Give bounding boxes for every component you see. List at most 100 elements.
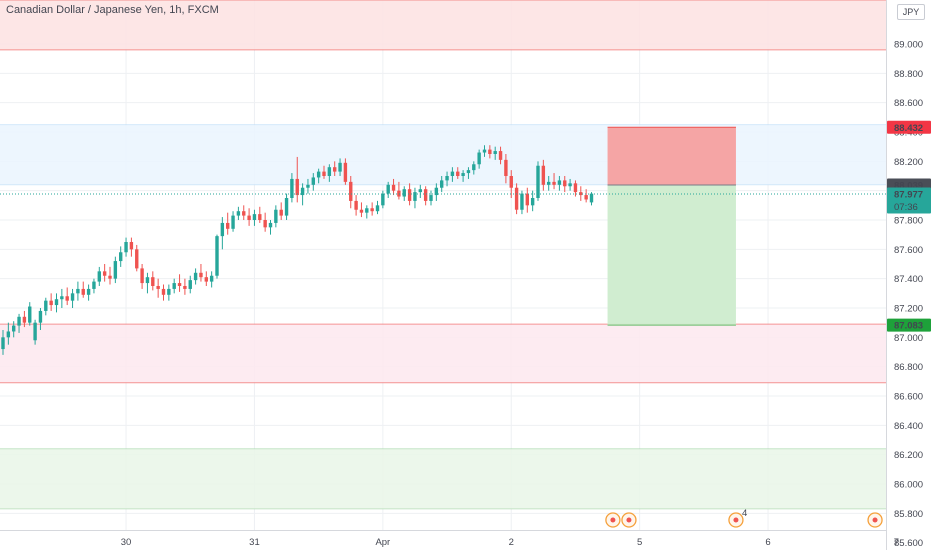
- candle-body: [466, 170, 471, 174]
- candle: [33, 319, 37, 345]
- candle-body: [279, 209, 283, 216]
- candle: [568, 178, 572, 191]
- candle-body: [28, 306, 32, 323]
- candle: [86, 284, 91, 301]
- candle-body: [429, 195, 433, 201]
- candle: [215, 234, 219, 279]
- candle: [140, 264, 144, 289]
- candle: [407, 183, 412, 206]
- candle-body: [247, 215, 251, 220]
- time-axis[interactable]: 30 31 Apr 2 5 6 7: [0, 530, 899, 550]
- candle-body: [193, 272, 198, 281]
- candle: [547, 176, 551, 191]
- candle-body: [97, 271, 101, 282]
- candle: [22, 310, 27, 328]
- event-marker-icon[interactable]: 4: [728, 508, 747, 528]
- candle: [434, 183, 439, 201]
- candle-body: [300, 187, 305, 196]
- candle: [402, 186, 406, 201]
- candle: [12, 321, 16, 338]
- price-tick-label: 85.800: [894, 509, 923, 520]
- time-tick-label: 5: [637, 537, 642, 548]
- candle-body: [456, 171, 460, 176]
- candle-body: [397, 190, 401, 197]
- price-tick-label: 87.800: [894, 216, 923, 227]
- candle: [108, 266, 112, 285]
- candle: [124, 237, 128, 257]
- candle-body: [418, 189, 422, 193]
- candle: [81, 281, 85, 298]
- price-label-text: 87.977: [894, 190, 923, 201]
- candle: [17, 313, 21, 333]
- time-tick-label: 30: [121, 537, 132, 548]
- candle: [541, 159, 546, 191]
- event-marker-icon[interactable]: [605, 512, 621, 528]
- candle: [1, 330, 5, 355]
- candle: [579, 186, 583, 201]
- candle: [423, 186, 428, 206]
- candle: [295, 156, 299, 203]
- demand-zone-pink: [0, 324, 886, 383]
- candle-body: [242, 211, 246, 216]
- event-markers[interactable]: 4: [605, 508, 883, 528]
- candle-body: [156, 286, 160, 289]
- candle-body: [327, 167, 332, 176]
- candle-body: [530, 198, 535, 206]
- candle-body: [365, 208, 369, 213]
- candle-body: [226, 222, 230, 229]
- candle-body: [375, 205, 380, 212]
- stop-loss-zone[interactable]: [607, 127, 736, 185]
- candle: [322, 165, 326, 179]
- candle-body: [589, 193, 594, 203]
- candle: [145, 272, 150, 294]
- candle: [258, 206, 262, 223]
- candle-body: [386, 184, 390, 194]
- candle-body: [391, 184, 396, 191]
- candle: [504, 154, 508, 184]
- candle: [70, 288, 75, 308]
- candle: [161, 284, 166, 301]
- zones: [0, 0, 886, 510]
- candle: [333, 161, 337, 176]
- time-tick-label: 6: [765, 537, 770, 548]
- candle: [359, 202, 364, 218]
- candle-body: [135, 249, 139, 269]
- candle-body: [199, 272, 203, 278]
- candle-body: [434, 187, 439, 196]
- take-profit-zone[interactable]: [607, 184, 736, 326]
- candle: [397, 181, 401, 200]
- price-label-text: 88.432: [894, 123, 923, 134]
- candle-body: [525, 193, 529, 206]
- candle: [113, 256, 118, 284]
- candle: [456, 167, 460, 179]
- currency-badge[interactable]: JPY: [897, 4, 925, 20]
- candle: [445, 171, 449, 187]
- demand-zone-blue: [0, 124, 886, 185]
- candle-body: [151, 277, 155, 286]
- candle: [525, 187, 529, 213]
- price-tick-label: 87.200: [894, 304, 923, 315]
- candle-body: [284, 198, 289, 216]
- event-marker-icon[interactable]: [621, 512, 637, 528]
- candle-body: [22, 316, 27, 323]
- candle-body: [536, 165, 540, 198]
- candle-body: [547, 181, 551, 185]
- candle: [488, 145, 492, 159]
- candle-body: [322, 171, 326, 176]
- candle-body: [488, 149, 492, 154]
- price-axis[interactable]: 89.00088.80088.60088.40088.20088.00087.8…: [886, 0, 932, 550]
- candle: [391, 178, 396, 196]
- candle-body: [12, 325, 16, 332]
- event-marker-icon[interactable]: [867, 512, 883, 528]
- candle-body: [124, 242, 128, 253]
- candle: [252, 209, 257, 226]
- candle: [54, 293, 59, 313]
- price-tick-label: 87.400: [894, 274, 923, 285]
- price-tick-label: 87.000: [894, 333, 923, 344]
- candle-body: [183, 286, 187, 289]
- candle: [92, 278, 96, 294]
- event-marker-dot: [872, 517, 878, 523]
- price-tick-label: 88.200: [894, 157, 923, 168]
- short-position-tool[interactable]: [607, 126, 736, 326]
